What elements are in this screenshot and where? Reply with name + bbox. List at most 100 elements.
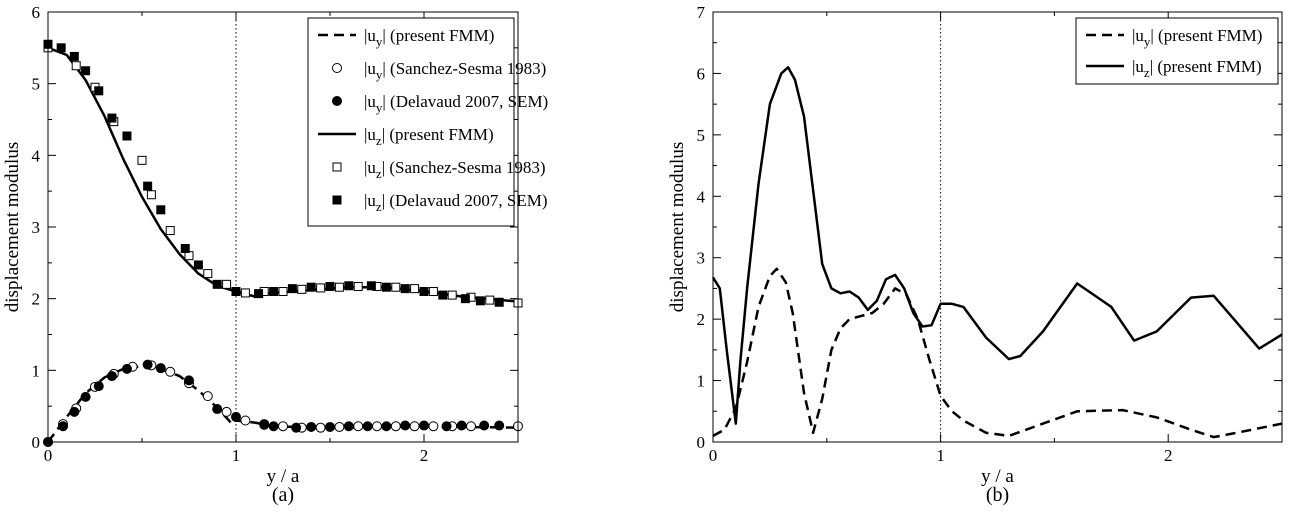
y-axis-label: displacement modulus [2,142,23,312]
data-point [344,281,354,291]
panel-b-chart: 0 1 2 0 1 2 3 4 5 6 7 y / a displacement modulus (b) |… [667,3,1283,506]
data-point [362,421,373,432]
data-point [390,421,401,432]
y-tick-label: 0 [697,433,706,452]
data-point [409,421,420,432]
y-tick-label: 6 [32,3,41,22]
data-point [366,281,376,291]
data-point [165,366,176,377]
legend-key-marker [332,96,342,106]
x-tick-label: 0 [709,446,718,465]
data-point [353,281,363,291]
data-point [391,282,401,292]
data-point [221,406,232,417]
data-point [315,422,326,433]
data-point [80,391,91,402]
data-point [81,66,91,76]
data-point [419,287,429,296]
data-point [494,420,505,431]
data-point [212,404,223,415]
data-point [297,284,307,294]
legend-key-marker [332,63,342,73]
legend: |uy| (present FMM) |uz| (present FMM) [1075,17,1279,85]
y-tick-label: 3 [697,249,706,268]
data-point [180,244,190,253]
y-tick-label: 0 [32,433,41,452]
y-tick-label: 4 [697,187,706,206]
data-point [316,283,326,293]
data-point [56,43,66,53]
y-tick-label: 4 [32,146,41,165]
data-point [240,415,251,426]
data-point [494,297,504,307]
data-point [456,420,467,431]
y-tick-label: 2 [697,310,706,329]
data-point [334,282,344,292]
data-point [222,279,232,289]
data-point [142,359,153,370]
data-point [121,363,132,374]
panel-a-chart: 0 1 2 0 1 2 3 4 5 6 y / a displacement modulus (a) |u… [2,3,548,506]
panel-label: (b) [986,484,1009,506]
data-point [71,61,81,71]
data-point [325,421,335,432]
legend-key-marker [332,162,342,172]
data-point [58,421,69,432]
y-tick-label: 7 [697,3,706,22]
data-point [202,391,213,402]
x-tick-label: 1 [936,446,945,465]
data-point [203,269,213,279]
data-point [325,281,335,291]
data-point [212,279,222,289]
data-point [485,295,495,305]
data-point [240,288,250,298]
legend-entry: |uy| (present FMM) [1132,26,1262,49]
data-point [419,420,429,431]
data-point [381,421,392,432]
data-point [184,375,194,386]
data-point [466,421,476,432]
legend-entry: |uz| (present FMM) [364,125,494,148]
legend-entry: |uy| (Sanchez-Sesma 1983) [364,59,546,82]
y-tick-label: 5 [32,75,41,94]
legend-entry: |uz| (Delavaud 2007, SEM) [364,191,548,214]
legend-entry: |uy| (present FMM) [364,26,494,49]
data-point [94,86,104,96]
data-point [334,421,345,432]
data-point [460,294,470,304]
panel-label: (a) [272,484,294,506]
data-point [259,419,270,430]
data-point [428,287,438,296]
series-line-1 [711,66,1283,425]
data-point [268,421,279,432]
data-point [165,226,175,236]
data-point [306,421,317,432]
data-point [137,155,147,165]
series-markers-4 [43,43,523,308]
y-tick-label: 1 [697,372,706,391]
data-point [428,421,439,432]
legend-box [307,17,515,227]
data-point [381,282,391,292]
y-tick-label: 1 [32,361,41,380]
x-tick-label: 2 [1164,446,1173,465]
data-point [475,296,485,306]
legend: |uy| (present FMM) |uy| (Sanchez-Sesma 19… [307,17,548,227]
y-tick-label: 5 [697,126,706,145]
legend-entry: |uz| (Sanchez-Sesma 1983) [364,158,546,181]
data-point [287,284,297,294]
data-point [69,51,79,61]
data-point [146,190,156,200]
data-point [122,131,132,141]
data-point [278,421,288,432]
data-point [306,282,316,292]
legend-box [1075,17,1279,85]
y-tick-label: 2 [32,290,41,309]
data-point [447,290,457,300]
series-markers-5 [43,39,504,307]
x-tick-label: 0 [44,446,53,465]
data-point [107,113,117,123]
data-point [155,363,166,374]
data-point [400,420,411,431]
